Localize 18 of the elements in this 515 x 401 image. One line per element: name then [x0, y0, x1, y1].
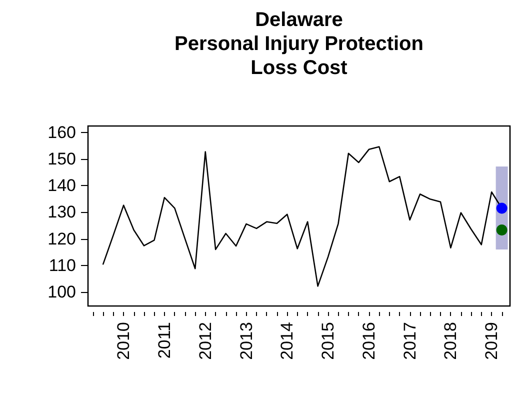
x-tick-label: 2014 — [278, 322, 297, 360]
x-tick-label: 2011 — [154, 322, 174, 359]
y-tick-label: 110 — [48, 256, 76, 275]
x-tick-label: 2019 — [482, 322, 502, 360]
y-tick-label: 140 — [48, 176, 76, 196]
y-tick-label: 150 — [48, 149, 76, 168]
y-tick-label: 160 — [48, 122, 76, 142]
x-tick-label: 2013 — [236, 322, 256, 360]
x-tick-label: 2015 — [318, 322, 338, 360]
x-tick-label: 2018 — [441, 322, 460, 360]
x-tick-label: 2017 — [400, 322, 420, 360]
y-tick-label: 120 — [48, 229, 76, 248]
x-tick-label: 2012 — [196, 322, 215, 360]
chart-title: Delaware Personal Injury Protection Loss Cost — [174, 9, 424, 79]
x-tick-label: 2010 — [114, 322, 134, 360]
y-tick-label: 100 — [48, 282, 76, 302]
x-tick-label: 2016 — [359, 322, 378, 360]
y-tick-label: 130 — [48, 202, 76, 222]
